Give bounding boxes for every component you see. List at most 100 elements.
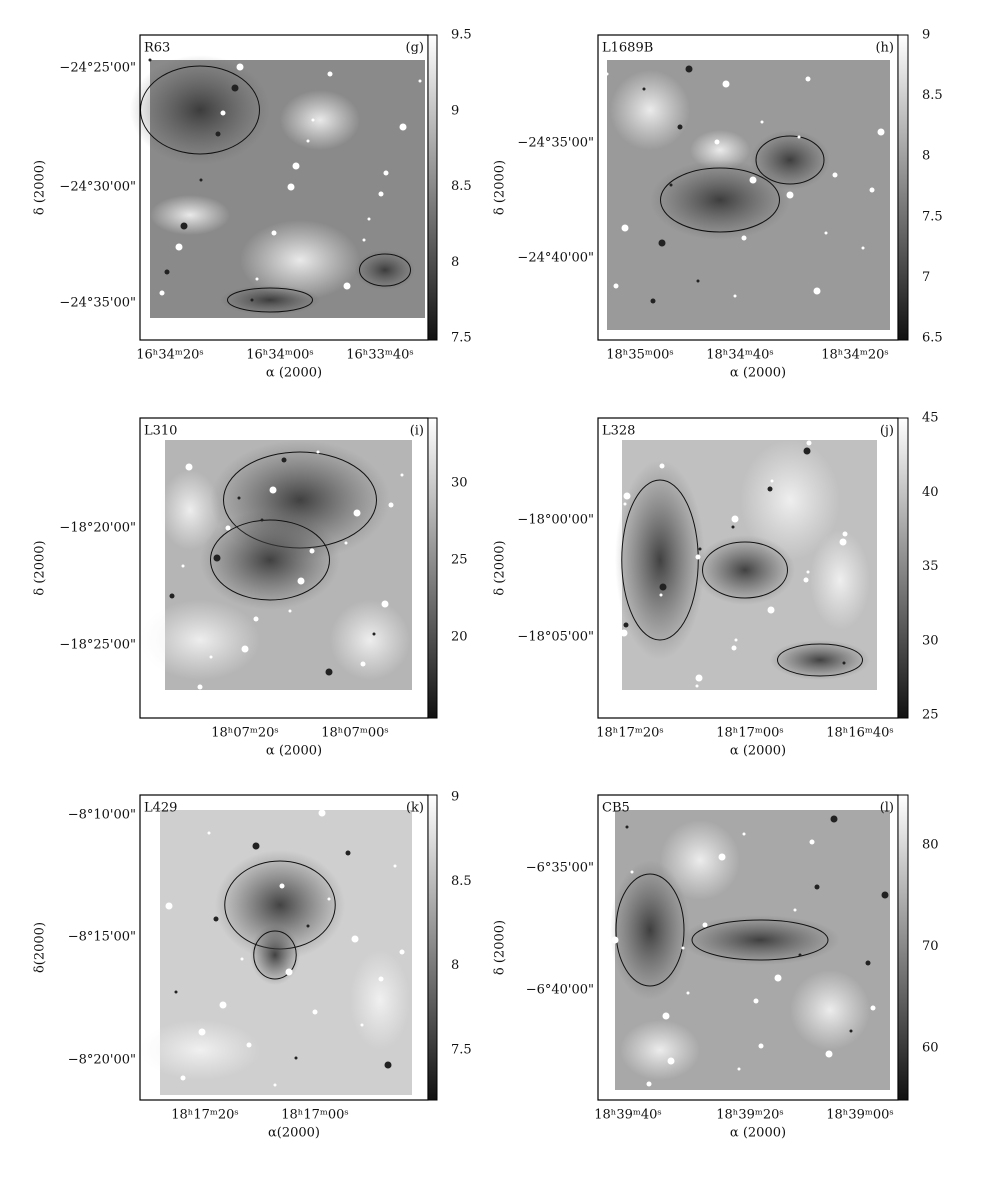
colorbar [897,794,909,1101]
colorbar-label: 9.5 [451,28,472,43]
colorbar-label: 30 [922,633,939,648]
bright-region [620,1020,700,1080]
star [696,279,700,283]
star [865,960,871,966]
x-tick-label: 18ʰ17ᵐ00ˢ [716,726,784,741]
star [659,593,663,597]
star [345,850,351,856]
star [269,486,277,494]
star [297,577,305,585]
star [611,936,619,944]
y-axis-label: δ(2000) [33,922,48,973]
star [824,231,828,235]
y-tick-label: −6°40'00" [526,983,594,998]
star [209,655,213,659]
star [311,118,315,122]
star [418,79,422,83]
star [213,916,219,922]
star [372,632,376,636]
contour [691,919,829,961]
x-tick-label: 18ʰ17ᵐ20ˢ [596,726,664,741]
colorbar-label: 30 [451,476,468,491]
dark-region [355,250,415,290]
dark-region [215,850,345,960]
colorbar-label: 8.5 [451,179,472,194]
colorbar-label: 7 [922,270,930,285]
x-axis-label: α (2000) [730,366,786,381]
colorbar-label: 8.5 [922,88,943,103]
star [383,170,389,176]
star [881,891,889,899]
panel-letter: (g) [406,41,424,56]
colorbar-label: 25 [451,553,468,568]
x-tick-label: 18ʰ34ᵐ20ˢ [821,348,889,363]
star [737,1067,741,1071]
star [287,183,295,191]
dark-region [695,535,795,605]
star [180,222,188,230]
x-axis-label: α (2000) [730,1126,786,1141]
bright-region [150,195,230,235]
star [309,548,315,554]
star [148,58,152,62]
x-tick-label: 16ʰ34ᵐ20ˢ [136,348,204,363]
star [630,870,634,874]
panel-name: L328 [602,424,635,439]
map-panel: L310 (i) −18°20'00" −18°25'00" 18ʰ07ᵐ20ˢ 18ʰ0… [33,417,468,759]
contour [702,541,788,599]
star [288,609,292,613]
panel-letter: (k) [406,801,424,816]
star [797,135,801,139]
star [805,76,811,82]
contour [210,519,330,601]
bright-region [330,600,410,680]
map-panel: CB5 (l) −6°35'00" −6°40'00" 18ʰ39ᵐ40ˢ 18ʰ39ᵐ2… [493,794,939,1141]
star [381,600,389,608]
star [325,668,333,676]
star [650,298,656,304]
star [215,131,221,137]
star [718,853,726,861]
star [271,230,277,236]
colorbar-label: 9 [451,790,459,805]
y-tick-label: −24°30'00" [59,180,136,195]
star [174,990,178,994]
panel-letter: (h) [875,41,894,56]
star [384,1061,392,1069]
star [292,162,300,170]
star [199,178,203,182]
star [870,1005,876,1011]
star [842,531,848,537]
bright-region [280,90,360,150]
y-tick-label: −24°35'00" [517,136,594,151]
y-tick-label: −18°25'00" [59,638,136,653]
y-tick-label: −24°35'00" [59,296,136,311]
contour [227,287,313,313]
y-tick-label: −8°20'00" [68,1053,136,1068]
star [809,839,815,845]
x-tick-label: 18ʰ17ᵐ00ˢ [281,1108,349,1123]
bright-region [240,220,360,300]
bright-region [610,70,690,150]
x-axis-label: α (2000) [730,744,786,759]
star [613,283,619,289]
star [667,1057,675,1065]
star [702,922,708,928]
colorbar-label: 20 [451,630,468,645]
star [814,884,820,890]
colorbar-label: 8 [922,149,930,164]
colorbar-label: 9 [451,103,459,118]
star [378,976,384,982]
map-panel: R63 (g) −24°25'00" −24°30'00" −24°35'00" 16ʰ3… [33,28,472,381]
star [273,1083,277,1087]
star [207,831,211,835]
star [181,564,185,568]
dark-region [615,460,705,660]
bright-region [790,970,870,1050]
colorbar [427,417,438,719]
star [620,629,628,637]
star [252,842,260,850]
star [294,1056,298,1060]
dark-region [770,640,870,680]
x-axis-label: α (2000) [266,744,322,759]
